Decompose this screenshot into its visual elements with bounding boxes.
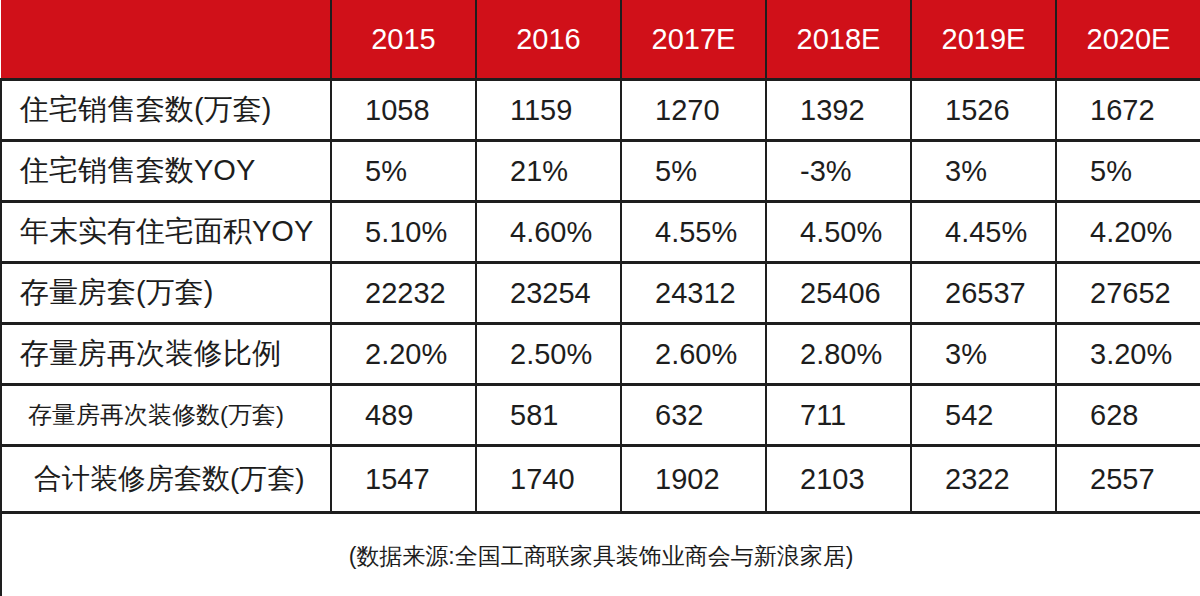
row-label: 年末实有住宅面积YOY [1,202,331,263]
table-cell: 21% [476,141,621,202]
table-cell: 2322 [911,446,1056,513]
table-cell: 3% [911,141,1056,202]
table-cell: 1526 [911,80,1056,141]
column-header-2018e: 2018E [766,0,911,80]
table-cell: 1270 [621,80,766,141]
table-cell: 5% [331,141,476,202]
table-cell: 22232 [331,263,476,324]
table-cell: 5.10% [331,202,476,263]
row-label: 存量房再次装修数(万套) [1,385,331,446]
table-cell: 2.20% [331,324,476,385]
row-label: 合计装修房套数(万套) [1,446,331,513]
table-cell: 1672 [1056,80,1200,141]
header-row: 2015 2016 2017E 2018E 2019E 2020E [1,0,1200,80]
table-header: 2015 2016 2017E 2018E 2019E 2020E [1,0,1200,80]
table-cell: 1740 [476,446,621,513]
column-header-2020e: 2020E [1056,0,1200,80]
table-cell: 1392 [766,80,911,141]
table-cell: 2103 [766,446,911,513]
source-row: (数据来源:全国工商联家具装饰业商会与新浪家居) [1,513,1200,596]
table-cell: 1547 [331,446,476,513]
column-header-2017e: 2017E [621,0,766,80]
table-body: 住宅销售套数(万套) 1058 1159 1270 1392 1526 1672… [1,80,1200,513]
table-row: 年末实有住宅面积YOY 5.10% 4.60% 4.55% 4.50% 4.45… [1,202,1200,263]
row-label: 住宅销售套数YOY [1,141,331,202]
table-cell: 24312 [621,263,766,324]
table-cell: 632 [621,385,766,446]
table-cell: 5% [1056,141,1200,202]
table-footer: (数据来源:全国工商联家具装饰业商会与新浪家居) [1,513,1200,596]
source-note: (数据来源:全国工商联家具装饰业商会与新浪家居) [1,513,1200,596]
table-cell: 711 [766,385,911,446]
table-cell: 25406 [766,263,911,324]
table-row: 合计装修房套数(万套) 1547 1740 1902 2103 2322 255… [1,446,1200,513]
table-cell: 23254 [476,263,621,324]
row-label: 住宅销售套数(万套) [1,80,331,141]
table-cell: 3.20% [1056,324,1200,385]
table-cell: 489 [331,385,476,446]
table-cell: 3% [911,324,1056,385]
table-cell: 1159 [476,80,621,141]
data-table: 2015 2016 2017E 2018E 2019E 2020E 住宅销售套数… [0,0,1200,596]
table-cell: 4.55% [621,202,766,263]
table-cell: 4.20% [1056,202,1200,263]
table-row: 存量房再次装修数(万套) 489 581 632 711 542 628 [1,385,1200,446]
row-label: 存量房再次装修比例 [1,324,331,385]
table-cell: 4.60% [476,202,621,263]
table-cell: 2.60% [621,324,766,385]
table-row: 住宅销售套数YOY 5% 21% 5% -3% 3% 5% [1,141,1200,202]
table-cell: -3% [766,141,911,202]
table-cell: 628 [1056,385,1200,446]
table-cell: 2.80% [766,324,911,385]
table-cell: 27652 [1056,263,1200,324]
table-cell: 581 [476,385,621,446]
column-header-2015: 2015 [331,0,476,80]
table-cell: 4.45% [911,202,1056,263]
table-cell: 2.50% [476,324,621,385]
column-header-2016: 2016 [476,0,621,80]
table-cell: 5% [621,141,766,202]
table-row: 存量房套(万套) 22232 23254 24312 25406 26537 2… [1,263,1200,324]
table-cell: 26537 [911,263,1056,324]
corner-cell [1,0,331,80]
table-row: 住宅销售套数(万套) 1058 1159 1270 1392 1526 1672 [1,80,1200,141]
table-row: 存量房再次装修比例 2.20% 2.50% 2.60% 2.80% 3% 3.2… [1,324,1200,385]
table-cell: 1058 [331,80,476,141]
column-header-2019e: 2019E [911,0,1056,80]
row-label: 存量房套(万套) [1,263,331,324]
table-cell: 1902 [621,446,766,513]
table-cell: 4.50% [766,202,911,263]
table-cell: 2557 [1056,446,1200,513]
table-cell: 542 [911,385,1056,446]
